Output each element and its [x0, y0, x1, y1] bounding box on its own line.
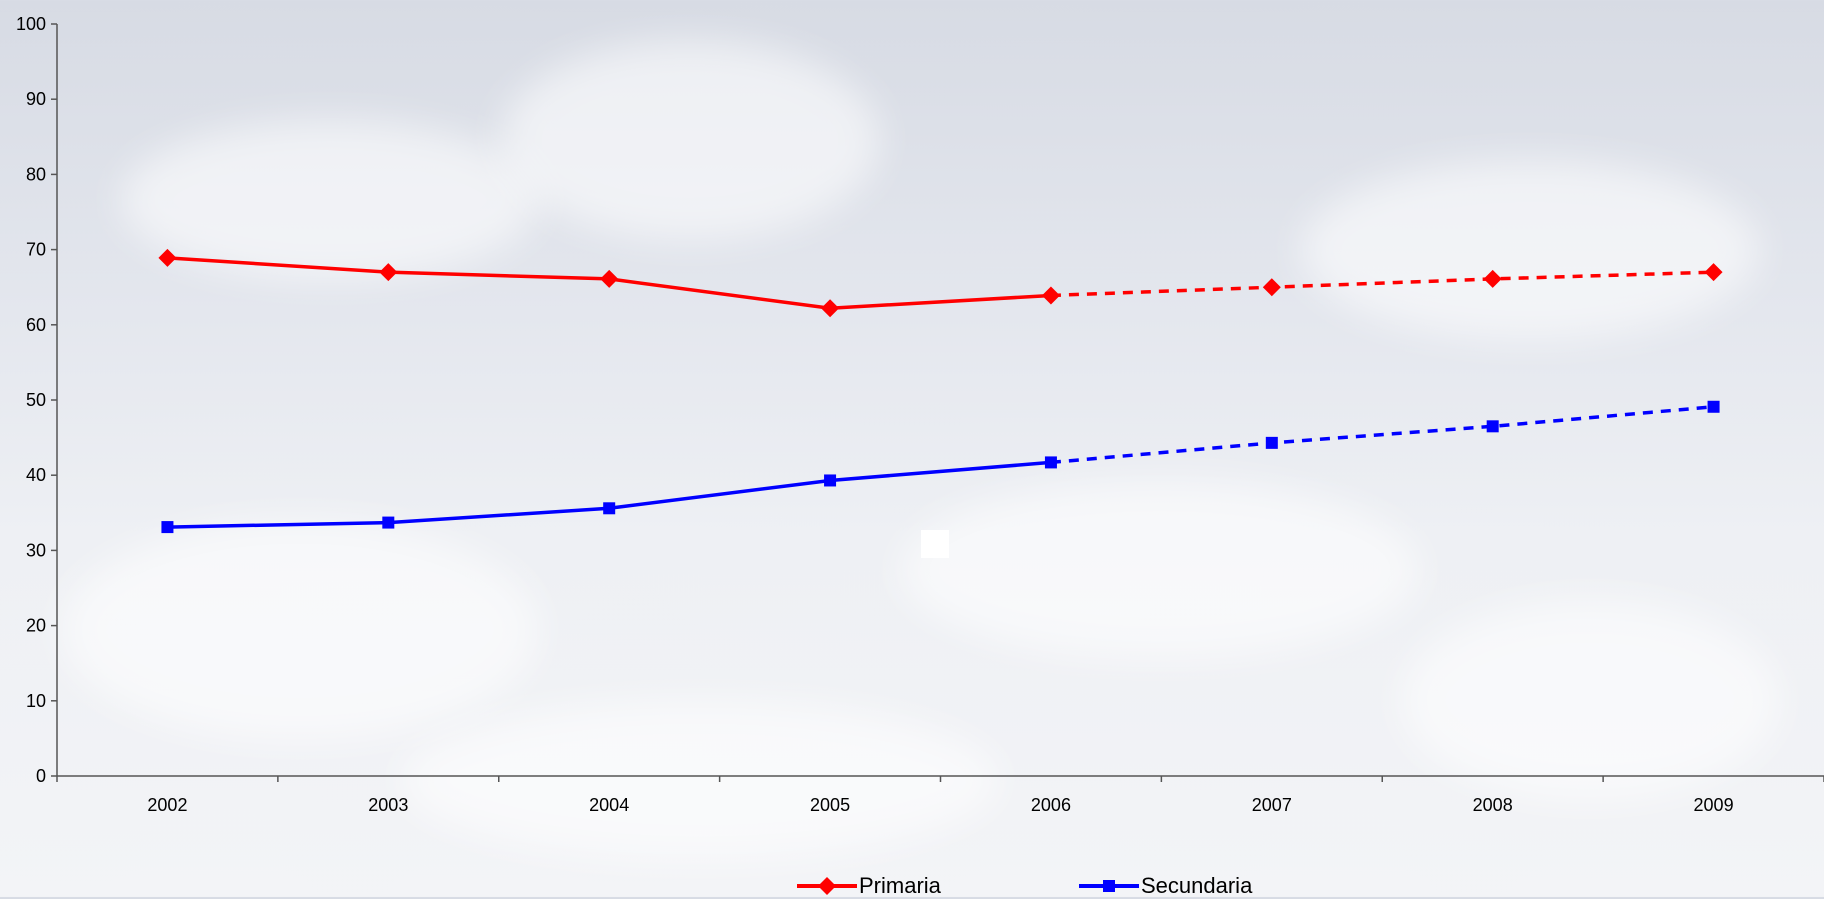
x-tick-label: 2008	[1473, 795, 1513, 815]
data-point-secundaria	[1707, 400, 1720, 413]
y-tick-label: 40	[26, 465, 46, 485]
data-point-primaria	[821, 299, 840, 318]
y-tick-label: 50	[26, 390, 46, 410]
y-tick-label: 70	[26, 240, 46, 260]
y-tick-label: 60	[26, 315, 46, 335]
data-point-secundaria	[603, 502, 616, 515]
data-point-primaria	[379, 263, 398, 282]
data-point-primaria	[600, 269, 619, 288]
series-layer	[158, 248, 1723, 534]
y-tick-label: 80	[26, 164, 46, 184]
data-point-secundaria	[1265, 436, 1278, 449]
x-tick-label: 2002	[147, 795, 187, 815]
data-point-secundaria	[824, 474, 837, 487]
x-tick-label: 2003	[368, 795, 408, 815]
x-tick-label: 2006	[1031, 795, 1071, 815]
y-tick-label: 100	[16, 14, 46, 34]
legend-marker-primaria	[797, 877, 857, 895]
series-line-projected-primaria	[1050, 270, 1714, 298]
data-point-primaria	[1704, 263, 1723, 282]
data-point-secundaria	[382, 516, 395, 529]
series-line-secundaria	[167, 460, 1052, 529]
y-tick-label: 20	[26, 616, 46, 636]
y-tick-label: 90	[26, 89, 46, 109]
data-point-secundaria	[1044, 456, 1057, 469]
axes: 0 10 20 30 40 50 60 70 80 90 100 2002 2003 2004 2005 20…	[16, 14, 1824, 815]
data-point-primaria	[1262, 278, 1281, 297]
legend-item-primaria: Primaria	[797, 873, 941, 899]
x-tick-label: 2005	[810, 795, 850, 815]
white-square-artifact	[921, 530, 949, 558]
data-point-secundaria	[1486, 420, 1499, 433]
legend-marker-secundaria	[1079, 880, 1139, 892]
x-tick-label: 2009	[1694, 795, 1734, 815]
x-tick-label: 2004	[589, 795, 629, 815]
data-point-secundaria	[161, 521, 174, 534]
data-point-primaria	[158, 248, 177, 267]
y-tick-label: 0	[36, 766, 46, 786]
y-tick-label: 10	[26, 691, 46, 711]
data-point-primaria	[1041, 286, 1060, 305]
data-point-primaria	[1483, 269, 1502, 288]
x-tick-label: 2007	[1252, 795, 1292, 815]
legend-item-secundaria: Secundaria	[1079, 873, 1252, 899]
legend-label-secundaria: Secundaria	[1141, 873, 1253, 898]
series-line-projected-secundaria	[1050, 405, 1714, 465]
y-tick-label: 30	[26, 540, 46, 560]
legend: Primaria Secundaria	[0, 873, 1824, 899]
legend-label-primaria: Primaria	[859, 873, 941, 898]
